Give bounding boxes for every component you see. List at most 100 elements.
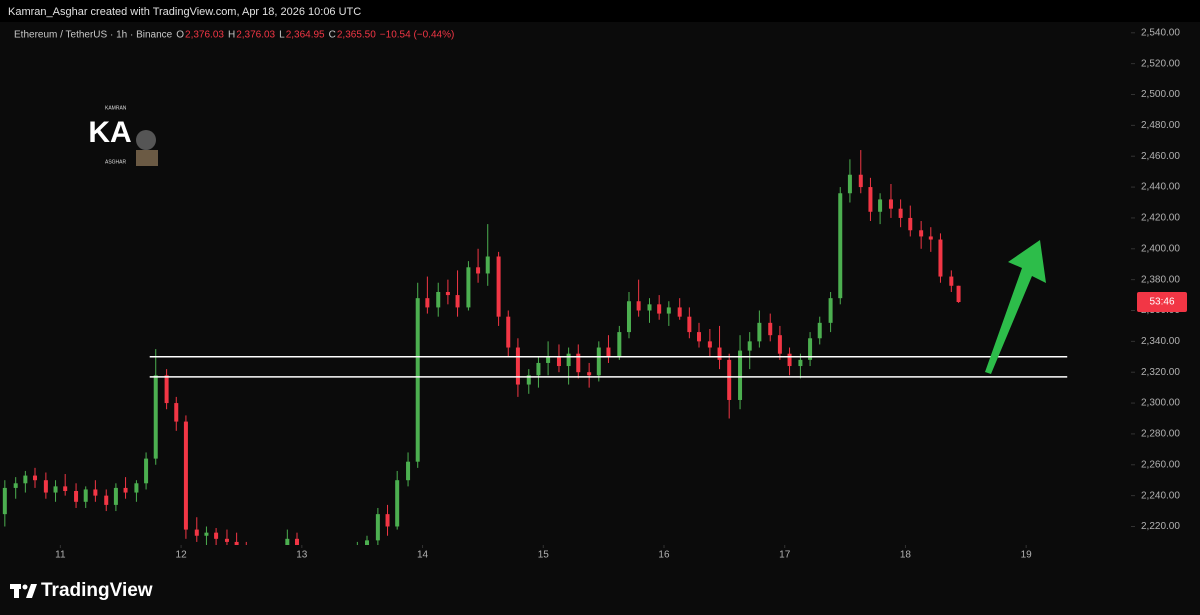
candle-body [697, 332, 702, 342]
candle-body [858, 174, 863, 188]
candle-body [476, 267, 481, 274]
candle-body [606, 347, 611, 357]
x-tick-label: 13 [296, 550, 308, 561]
candle-body [395, 480, 400, 527]
candle-body [294, 538, 299, 545]
change: −10.54 (−0.44%) [380, 30, 455, 41]
ohlc-key: C [329, 30, 336, 41]
y-tick-label: 2,280.00 [1141, 429, 1180, 440]
candle-body [83, 489, 88, 502]
ohlc-key: O [176, 30, 184, 41]
candle-body [938, 239, 943, 277]
candle-body [647, 304, 652, 311]
candle-body [466, 267, 471, 308]
candle-body [687, 316, 692, 333]
candle-body [375, 514, 380, 541]
ohlc-value: 2,364.95 [286, 30, 325, 41]
y-tick-label: 2,260.00 [1141, 459, 1180, 470]
y-tick-label: 2,340.00 [1141, 336, 1180, 347]
candle-body [445, 291, 450, 296]
candle-body [956, 285, 961, 303]
candle-body [817, 322, 822, 339]
candle-body [878, 199, 883, 212]
candle-body [626, 301, 631, 333]
top-bar [0, 0, 1200, 22]
candle-body [13, 483, 18, 488]
footer-logo: TradingView [10, 580, 153, 601]
y-tick-label: 2,500.00 [1141, 89, 1180, 100]
candle-body [224, 538, 229, 542]
arrow [985, 240, 1046, 374]
y-tick-label: 2,300.00 [1141, 398, 1180, 409]
axes: 2,220.00 2,240.00 2,260.00 2,280.00 2,300.00… [55, 27, 1187, 561]
x-tick-label: 17 [779, 550, 791, 561]
y-tick-label: 2,540.00 [1141, 27, 1180, 38]
candle-body [868, 187, 873, 212]
candle-body [2, 487, 7, 515]
candle-body [738, 350, 743, 400]
candle-body [596, 347, 601, 376]
candle-body [104, 495, 109, 505]
ohlc-value: 2,376.03 [185, 30, 224, 41]
candle-body [415, 298, 420, 462]
logo-text: ASGHAR [105, 159, 127, 165]
candle-body [677, 307, 682, 317]
candle-body [63, 486, 68, 492]
candle-body [515, 347, 520, 385]
candle-body [214, 532, 219, 539]
logo-text: KA [88, 116, 131, 149]
y-tick-label: 2,480.00 [1141, 120, 1180, 131]
plot-bg [0, 22, 1200, 615]
candle-body [485, 256, 490, 274]
candle-body [536, 362, 541, 376]
candle-body [949, 276, 954, 286]
candle-body [134, 483, 139, 493]
candle-body [285, 538, 290, 545]
candle-body [546, 356, 551, 363]
candle-body [385, 514, 390, 527]
candle-body [777, 335, 782, 354]
candle-body [808, 338, 813, 360]
ohlc-value: 2,365.50 [337, 30, 376, 41]
brand: TradingView [41, 580, 153, 601]
candle-body [113, 487, 118, 505]
candle-body [365, 540, 370, 545]
candle-body [838, 193, 843, 299]
candle-body [908, 217, 913, 231]
y-tick-label: 2,380.00 [1141, 274, 1180, 285]
y-tick-label: 2,240.00 [1141, 490, 1180, 501]
candle-body [174, 403, 179, 422]
legend: Ethereum / TetherUS · 1h · Binance O 2,376… [14, 30, 454, 41]
candle-body [74, 491, 79, 502]
candle-body [798, 359, 803, 367]
candle-body [153, 375, 158, 459]
candle-body [768, 322, 773, 336]
candle-body [406, 461, 411, 481]
candle-body [123, 487, 128, 493]
x-tick-label: 19 [1021, 550, 1033, 561]
candle-body [496, 256, 501, 317]
x-tick-label: 11 [55, 550, 66, 561]
candle-body [898, 208, 903, 218]
candle-body [919, 230, 924, 237]
candle-body [53, 486, 58, 493]
y-tick-label: 2,320.00 [1141, 367, 1180, 378]
candle-body [657, 304, 662, 314]
x-tick-label: 14 [417, 550, 429, 561]
ohlc-value: 2,376.03 [236, 30, 275, 41]
y-tick-label: 2,220.00 [1141, 521, 1180, 532]
candle-body [425, 298, 430, 308]
candle-body [506, 316, 511, 348]
candle-body [747, 341, 752, 351]
attribution: Kamran_Asghar created with TradingView.c… [8, 6, 361, 18]
candle-body [576, 353, 581, 373]
x-tick-label: 16 [658, 550, 670, 561]
x-tick-label: 12 [176, 550, 188, 561]
countdown: 53:46 [1149, 297, 1174, 308]
candle-body [144, 458, 149, 484]
candle-body [666, 307, 671, 314]
candle-body [727, 359, 732, 400]
candle-body [787, 353, 792, 367]
candles [2, 150, 961, 545]
